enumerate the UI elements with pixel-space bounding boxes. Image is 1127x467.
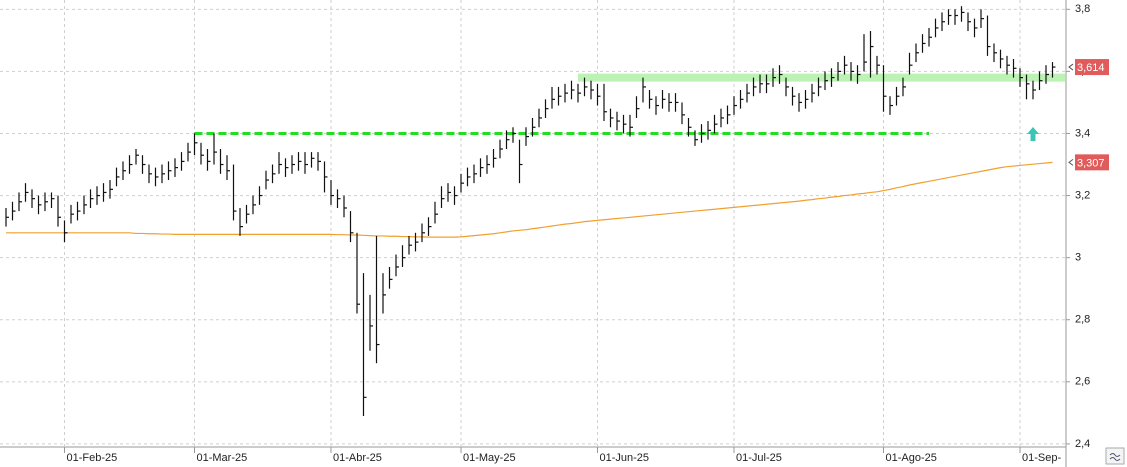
price-label-box	[1075, 154, 1109, 171]
buy-signal	[1027, 127, 1039, 142]
scale-button[interactable]	[1105, 447, 1125, 465]
x-tick-label: 01-Ago-25	[886, 452, 937, 464]
x-tick-label: 01-Sep-	[1022, 452, 1061, 464]
y-tick-label: 3,8	[1075, 3, 1090, 15]
y-tick-label: 2,8	[1075, 314, 1090, 326]
y-tick-label: 2,4	[1075, 438, 1090, 450]
y-tick-label: 2,6	[1075, 376, 1090, 388]
x-tick-label: 01-Abr-25	[333, 452, 382, 464]
price-label-box	[1075, 59, 1109, 76]
price-label: 3,307	[1077, 157, 1105, 169]
price-pointer	[1068, 63, 1074, 71]
y-tick-label: 3	[1075, 252, 1081, 264]
x-tick-label: 01-Mar-25	[197, 452, 248, 464]
price-pointer	[1068, 158, 1074, 166]
y-tick-label: 3,2	[1075, 189, 1090, 201]
scale-icon	[1109, 453, 1121, 461]
x-tick-label: 01-May-25	[463, 452, 516, 464]
price-label: 3,614	[1077, 62, 1105, 74]
x-tick-label: 01-Feb-25	[67, 452, 118, 464]
y-tick-label: 3,4	[1075, 127, 1090, 139]
x-tick-label: 01-Jun-25	[600, 452, 650, 464]
moving-average	[6, 161, 1053, 238]
x-tick-label: 01-Jul-25	[736, 452, 782, 464]
